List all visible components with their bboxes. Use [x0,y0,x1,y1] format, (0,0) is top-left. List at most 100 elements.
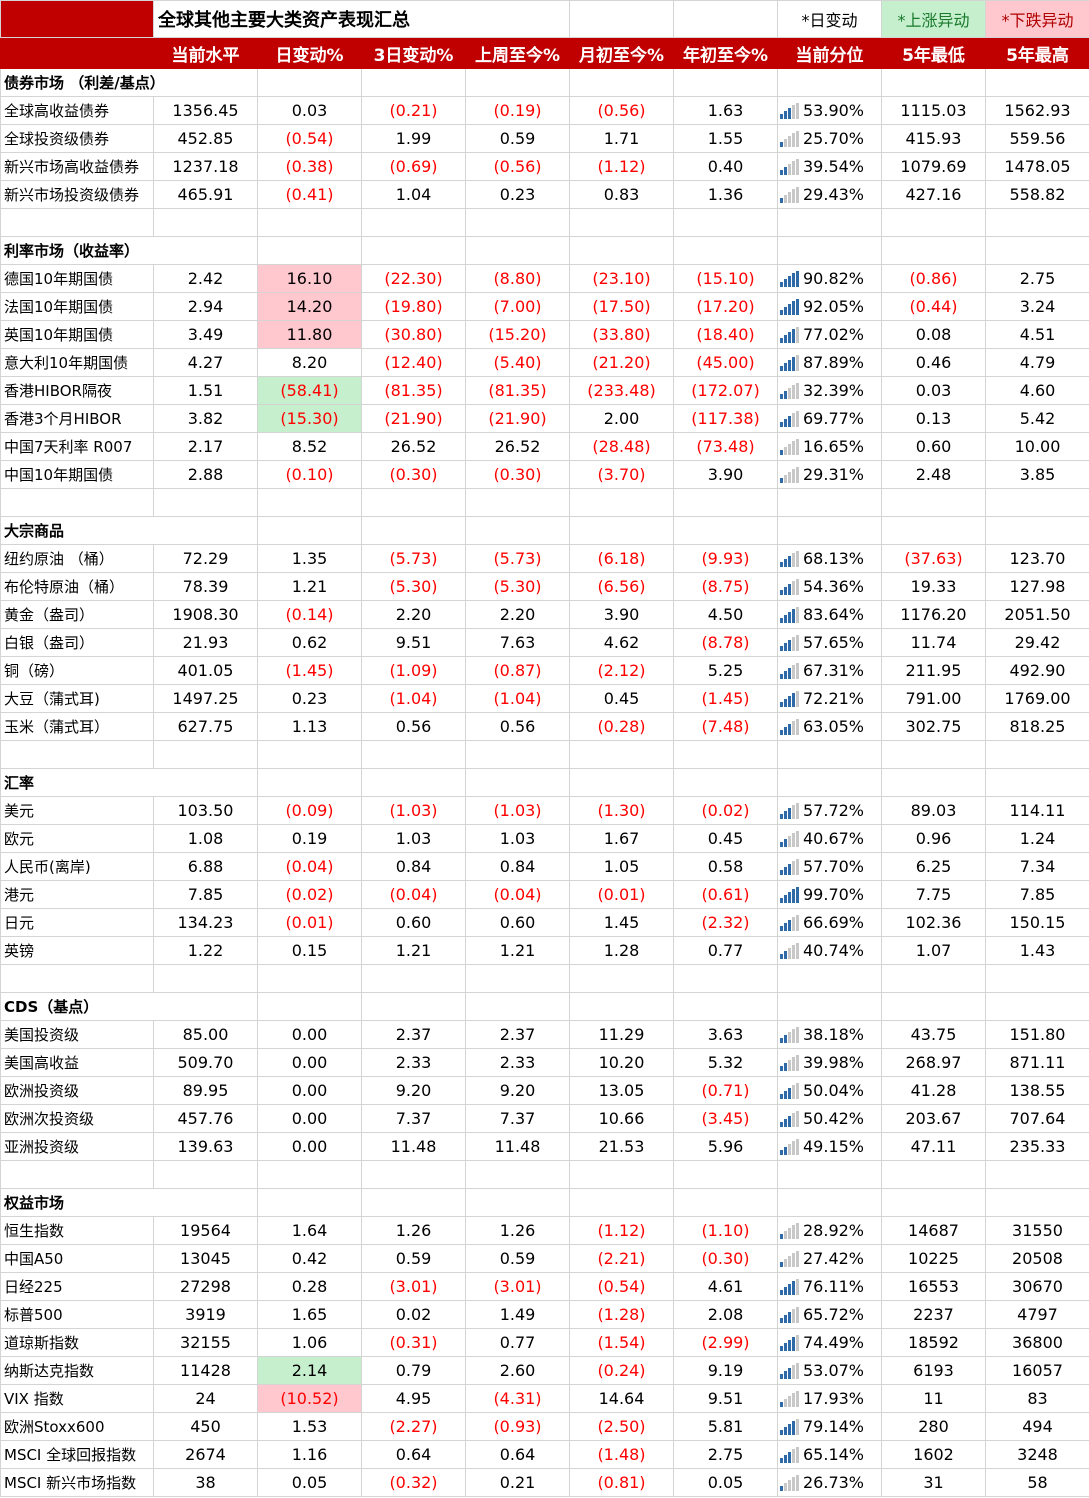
table-row: 中国7天利率 R007 2.17 8.52 26.52 26.52 (28.48) (73.… [0,432,1089,461]
percentile-bar-icon [780,662,800,679]
row-label: 英国10年期国债 [0,320,154,349]
value-cell: 30670 [985,1272,1089,1301]
percentile-cell: 39.98% [777,1048,882,1077]
table-row: 全球高收益债券 1356.45 0.03 (0.21) (0.19) (0.56) 1.63… [0,96,1089,125]
value-cell: 3.82 [153,404,258,433]
row-label: 中国7天利率 R007 [0,432,154,461]
value-cell: 509.70 [153,1048,258,1077]
value-cell: 0.64 [465,1440,570,1469]
percentile-cell: 57.70% [777,852,882,881]
value-cell: (28.48) [569,432,674,461]
value-cell: 1.51 [153,376,258,405]
value-cell: 0.83 [569,180,674,209]
percentile-bar-icon [780,550,800,567]
value-cell: 114.11 [985,796,1089,825]
value-cell: 707.64 [985,1104,1089,1133]
value-cell: (81.35) [361,376,466,405]
percentile-cell: 57.72% [777,796,882,825]
value-cell: (1.10) [673,1216,778,1245]
table-row: 黄金（盎司） 1908.30 (0.14) 2.20 2.20 3.90 4.50 83.64… [0,600,1089,629]
row-label: 港元 [0,880,154,909]
value-cell: (73.48) [673,432,778,461]
value-cell: (0.38) [257,152,362,181]
percentile-cell: 27.42% [777,1244,882,1273]
value-cell: 1769.00 [985,684,1089,713]
row-label: 欧洲投资级 [0,1076,154,1105]
value-cell: (17.20) [673,292,778,321]
percentile-cell: 69.77% [777,404,882,433]
percentile-bar-icon [780,1418,800,1435]
value-cell: 7.85 [985,880,1089,909]
percentile-value: 68.13% [803,549,865,568]
percentile-value: 38.18% [803,1025,865,1044]
value-cell: (0.86) [881,264,986,293]
value-cell: 38 [153,1468,258,1497]
table-row: 白银（盎司） 21.93 0.62 9.51 7.63 4.62 (8.78) 57.65% 1… [0,628,1089,657]
percentile-value: 40.67% [803,829,865,848]
table-row: 日经225 27298 0.28 (3.01) (3.01) (0.54) 4.61 76.1… [0,1272,1089,1301]
value-cell: 1.26 [361,1216,466,1245]
value-cell: 1237.18 [153,152,258,181]
percentile-value: 40.74% [803,941,865,960]
value-cell: 11.29 [569,1020,674,1049]
value-cell: (15.10) [673,264,778,293]
row-label: 白银（盎司） [0,628,154,657]
value-cell: 9.20 [361,1076,466,1105]
percentile-bar-icon [780,1362,800,1379]
percentile-value: 50.42% [803,1109,865,1128]
value-cell: 1.13 [257,712,362,741]
value-cell: (17.50) [569,292,674,321]
row-label: MSCI 全球回报指数 [0,1440,154,1469]
value-cell: 21.53 [569,1132,674,1161]
row-label: 纳斯达克指数 [0,1356,154,1385]
row-label: 日经225 [0,1272,154,1301]
percentile-value: 90.82% [803,269,865,288]
value-cell: 791.00 [881,684,986,713]
value-cell: 1908.30 [153,600,258,629]
value-cell: 0.23 [465,180,570,209]
value-cell: 29.42 [985,628,1089,657]
value-cell: (21.20) [569,348,674,377]
value-cell: 559.56 [985,124,1089,153]
value-cell: 492.90 [985,656,1089,685]
percentile-value: 63.05% [803,717,865,736]
value-cell: 0.45 [569,684,674,713]
value-cell: (81.35) [465,376,570,405]
value-cell: (5.30) [465,572,570,601]
value-cell: 11.48 [465,1132,570,1161]
value-cell: 103.50 [153,796,258,825]
value-cell: 14687 [881,1216,986,1245]
value-cell: 0.46 [881,348,986,377]
value-cell: 2.48 [881,460,986,489]
section-header: 权益市场 [0,1188,1089,1217]
value-cell: 151.80 [985,1020,1089,1049]
value-cell: (1.54) [569,1328,674,1357]
table-row: 美元 103.50 (0.09) (1.03) (1.03) (1.30) (0.02) 57… [0,796,1089,825]
value-cell: (4.31) [465,1384,570,1413]
percentile-cell: 63.05% [777,712,882,741]
value-cell: (0.01) [569,880,674,909]
value-cell: 32155 [153,1328,258,1357]
percentile-value: 77.02% [803,325,865,344]
column-header: 当前水平 [153,37,258,69]
table-row: 法国10年期国债 2.94 14.20 (19.80) (7.00) (17.50) (17… [0,292,1089,321]
spacer-row [0,488,1089,517]
row-label: 英镑 [0,936,154,965]
value-cell: 43.75 [881,1020,986,1049]
value-cell: 9.51 [361,628,466,657]
value-cell: 11.48 [361,1132,466,1161]
value-cell: (0.56) [569,96,674,125]
percentile-bar-icon [780,354,800,371]
value-cell: 302.75 [881,712,986,741]
value-cell: 1.65 [257,1300,362,1329]
value-cell: 0.03 [257,96,362,125]
row-label: 欧洲次投资级 [0,1104,154,1133]
value-cell: 2.17 [153,432,258,461]
percentile-value: 25.70% [803,129,865,148]
table-row: 英国10年期国债 3.49 11.80 (30.80) (15.20) (33.80) (1… [0,320,1089,349]
value-cell: 1.21 [361,936,466,965]
percentile-cell: 53.07% [777,1356,882,1385]
value-cell: 4.61 [673,1272,778,1301]
percentile-value: 67.31% [803,661,865,680]
value-cell: 0.08 [881,320,986,349]
